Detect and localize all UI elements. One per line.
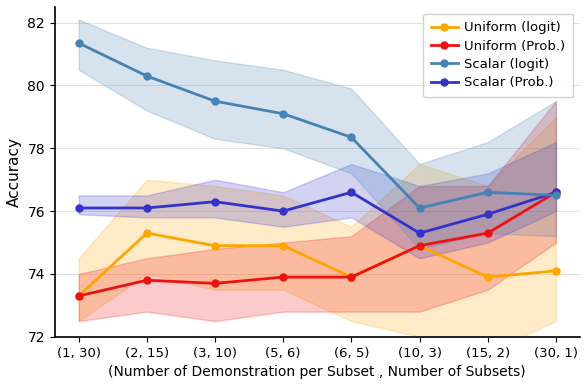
Uniform (logit) [552,269,559,273]
Scalar (Prob.) [348,190,355,195]
Scalar (Prob.) [143,206,151,210]
Uniform (Prob.) [280,275,287,279]
Scalar (logit) [552,193,559,198]
Scalar (Prob.) [212,200,219,204]
Uniform (logit) [348,275,355,279]
Scalar (logit) [484,190,491,195]
Line: Uniform (logit): Uniform (logit) [75,230,559,300]
Scalar (Prob.) [75,206,82,210]
Uniform (Prob.) [348,275,355,279]
Scalar (logit) [416,206,423,210]
Uniform (logit) [143,231,151,235]
Scalar (Prob.) [280,209,287,213]
Scalar (logit) [280,112,287,116]
Line: Scalar (logit): Scalar (logit) [75,40,559,212]
Scalar (logit) [212,99,219,103]
Scalar (Prob.) [484,212,491,217]
Scalar (logit) [75,41,82,46]
Uniform (logit) [416,243,423,248]
Line: Uniform (Prob.): Uniform (Prob.) [75,189,559,300]
Scalar (Prob.) [416,231,423,235]
Line: Scalar (Prob.): Scalar (Prob.) [75,189,559,237]
Uniform (Prob.) [75,294,82,298]
Uniform (Prob.) [416,243,423,248]
Y-axis label: Accuracy: Accuracy [7,137,22,207]
Uniform (Prob.) [552,190,559,195]
Scalar (logit) [348,135,355,140]
Uniform (Prob.) [484,231,491,235]
X-axis label: (Number of Demonstration per Subset , Number of Subsets): (Number of Demonstration per Subset , Nu… [109,365,526,379]
Uniform (Prob.) [212,281,219,286]
Legend: Uniform (logit), Uniform (Prob.), Scalar (logit), Scalar (Prob.): Uniform (logit), Uniform (Prob.), Scalar… [423,14,573,97]
Scalar (logit) [143,74,151,78]
Uniform (logit) [212,243,219,248]
Uniform (Prob.) [143,278,151,283]
Uniform (logit) [280,243,287,248]
Scalar (Prob.) [552,190,559,195]
Uniform (logit) [75,294,82,298]
Uniform (logit) [484,275,491,279]
